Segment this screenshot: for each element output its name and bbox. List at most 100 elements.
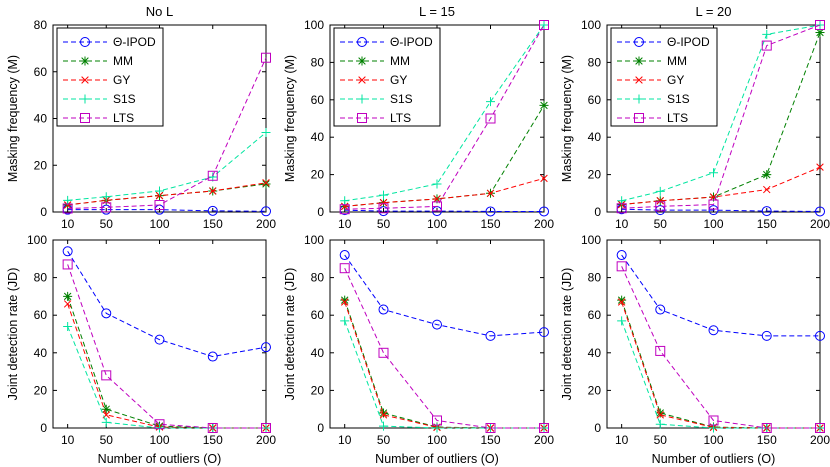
data-point — [101, 417, 111, 427]
chart-title: No L — [146, 4, 173, 19]
legend-box — [333, 27, 441, 127]
x-tick-label: 50 — [377, 217, 391, 231]
y-axis-label: Masking frequency (M) — [283, 55, 297, 182]
data-point — [62, 259, 73, 270]
data-point — [816, 163, 824, 171]
y-axis-label: Masking frequency (M) — [6, 55, 20, 182]
data-point — [340, 196, 350, 206]
data-point — [154, 419, 165, 430]
data-point — [63, 321, 73, 331]
legend-entry: LTS — [617, 111, 688, 125]
y-tick-label: 0 — [40, 205, 47, 219]
data-point — [815, 330, 825, 341]
legend-marker — [635, 76, 643, 84]
data-point — [655, 186, 665, 196]
x-tick-label: 200 — [810, 433, 830, 447]
legend-entry: Θ-IPOD — [63, 35, 156, 49]
y-tick-label: 40 — [34, 346, 48, 360]
series-LTS — [62, 259, 271, 433]
data-point — [340, 295, 350, 305]
data-point — [539, 423, 549, 433]
legend-label: S1S — [390, 92, 413, 106]
series-GY — [63, 179, 270, 209]
data-point — [339, 204, 350, 215]
series-line — [344, 24, 545, 202]
data-point — [155, 191, 164, 200]
series-S1S — [340, 20, 549, 206]
x-tick-label: 10 — [338, 217, 352, 231]
x-tick-label: 100 — [427, 217, 447, 231]
data-point — [379, 198, 388, 207]
y-tick-label: 80 — [311, 55, 325, 69]
data-point — [378, 347, 389, 358]
x-tick-label: 150 — [757, 433, 777, 447]
data-point — [815, 27, 825, 37]
y-tick-label: 40 — [588, 130, 602, 144]
legend-box — [56, 27, 164, 127]
series-line — [344, 24, 545, 210]
chart-title: L = 15 — [419, 4, 455, 19]
legend-marker — [357, 56, 367, 66]
data-point — [379, 411, 388, 419]
legend-marker — [634, 113, 644, 123]
data-point — [261, 52, 271, 63]
data-point — [432, 179, 442, 189]
series-LTS — [339, 263, 549, 433]
data-point — [539, 206, 549, 217]
subplot-6: 10 50 100 150 200 0 20 40 60 80 100 Joint detection… — [560, 233, 830, 466]
series-LTS — [616, 261, 825, 433]
legend-label: MM — [390, 54, 410, 68]
legend-marker — [81, 76, 89, 84]
legend-label: S1S — [113, 92, 136, 106]
subplot-3: 10 50 100 150 200 0 20 40 60 80 100 L = 20 Masking f… — [560, 4, 830, 231]
data-point — [617, 295, 627, 305]
y-tick-label: 80 — [588, 271, 602, 285]
x-tick-label: 200 — [534, 217, 554, 231]
y-tick-label: 60 — [311, 308, 325, 322]
series-line — [67, 264, 266, 429]
data-point — [433, 195, 441, 203]
series-LTS — [339, 20, 549, 215]
data-point — [261, 206, 271, 217]
data-point — [815, 423, 825, 433]
series-line — [344, 320, 544, 429]
x-tick-label: 150 — [203, 433, 223, 447]
y-tick-label: 80 — [311, 271, 325, 285]
data-point — [379, 408, 388, 418]
data-point — [432, 319, 442, 330]
plot-area — [329, 239, 545, 429]
legend-label: S1S — [667, 92, 690, 106]
legend-entry: Θ-IPOD — [617, 35, 710, 49]
data-point — [616, 203, 627, 214]
y-axis-label: Masking frequency (M) — [560, 55, 574, 182]
x-tick-label: 100 — [149, 433, 169, 447]
subplot-5: 10 50 100 150 200 0 20 40 60 80 100 Joint detection… — [283, 233, 554, 466]
legend-entry: GY — [63, 73, 130, 87]
legend-label: MM — [113, 54, 133, 68]
legend-marker — [80, 56, 90, 66]
legend-label: GY — [667, 73, 684, 87]
data-point — [617, 316, 627, 326]
data-point — [340, 202, 349, 211]
y-tick-label: 60 — [588, 308, 602, 322]
y-tick-label: 40 — [311, 346, 325, 360]
series-LTS — [62, 52, 271, 214]
subplot-1: 10 50 100 150 200 0 20 40 60 80 No L Masking freque… — [6, 4, 276, 231]
data-point — [379, 190, 388, 200]
data-point — [616, 261, 627, 272]
y-tick-label: 100 — [581, 233, 601, 247]
y-tick-label: 80 — [588, 55, 602, 69]
legend-entry: S1S — [340, 92, 413, 106]
data-point — [539, 100, 549, 110]
subplot-4: 10 50 100 150 200 0 20 40 60 80 100 Joint detection… — [6, 233, 276, 466]
legend-marker — [634, 56, 644, 66]
legend-entry: MM — [340, 54, 410, 68]
data-point — [207, 423, 218, 433]
series-line — [67, 57, 267, 209]
data-point — [63, 195, 73, 205]
data-point — [154, 334, 165, 345]
data-point — [486, 189, 495, 198]
legend-label: LTS — [667, 111, 688, 125]
data-point — [432, 415, 442, 426]
data-point — [763, 185, 771, 194]
